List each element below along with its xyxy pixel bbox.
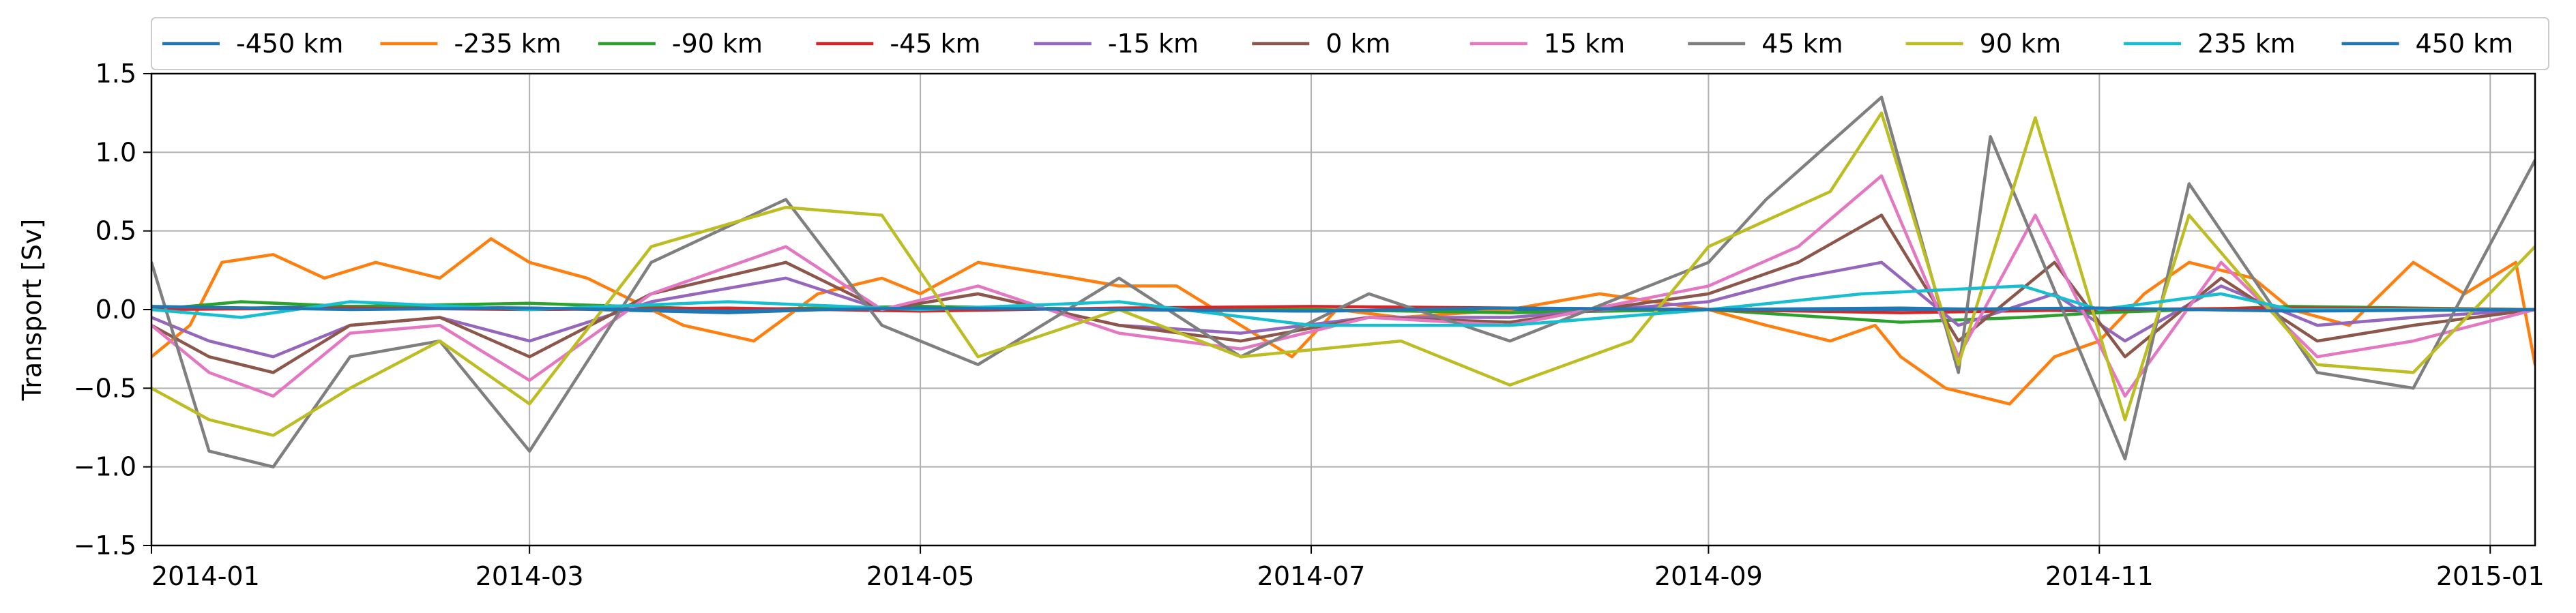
- series-line-9: [151, 284, 2535, 327]
- series-line-5: [151, 213, 2535, 374]
- x-tick-label: 2014-09: [1654, 561, 1763, 591]
- y-tick-label: 0.0: [96, 295, 136, 325]
- series-line-6: [151, 174, 2535, 398]
- y-tick-label: −1.5: [74, 530, 136, 560]
- series-lines: [151, 95, 2535, 468]
- series-line-10: [151, 305, 2535, 313]
- x-tick-label: 2014-01: [151, 561, 260, 591]
- legend-label: 0 km: [1326, 29, 1390, 59]
- x-tick-label: 2015-01: [2436, 561, 2545, 591]
- legend-label: -450 km: [236, 29, 343, 59]
- legend-label: -45 km: [890, 29, 980, 59]
- x-tick-label: 2014-07: [1257, 561, 1366, 591]
- y-tick-label: 0.5: [96, 216, 136, 246]
- series-line-1: [151, 237, 2535, 406]
- y-tick-label: 1.0: [96, 137, 136, 167]
- legend-label: 450 km: [2416, 29, 2514, 59]
- x-tick-label: 2014-05: [866, 561, 975, 591]
- x-tick-label: 2014-03: [475, 561, 584, 591]
- x-axis-ticks: 2014-01 2014-03 2014-05 2014-07 2014-09 2014-…: [151, 545, 2545, 591]
- legend-label: 235 km: [2197, 29, 2296, 59]
- y-tick-label: −1.0: [74, 452, 136, 482]
- y-axis-ticks: 1.5 1.0 0.5 0.0 −0.5 −1.0 −1.5: [74, 59, 151, 560]
- y-tick-label: 1.5: [96, 59, 136, 89]
- legend-label: 90 km: [1980, 29, 2061, 59]
- y-tick-label: −0.5: [74, 373, 136, 403]
- legend-label: 15 km: [1544, 29, 1625, 59]
- legend: -450 km -235 km -90 km -45 km -15 km 0 km 15 k…: [151, 17, 2549, 70]
- legend-label: -90 km: [672, 29, 763, 59]
- legend-label: 45 km: [1761, 29, 1843, 59]
- x-tick-label: 2014-11: [2045, 561, 2154, 591]
- y-axis-label: Transport [Sv]: [17, 219, 47, 402]
- legend-label: -15 km: [1108, 29, 1199, 59]
- legend-label: -235 km: [454, 29, 561, 59]
- series-line-8: [151, 111, 2535, 437]
- legend-box: [151, 17, 2549, 70]
